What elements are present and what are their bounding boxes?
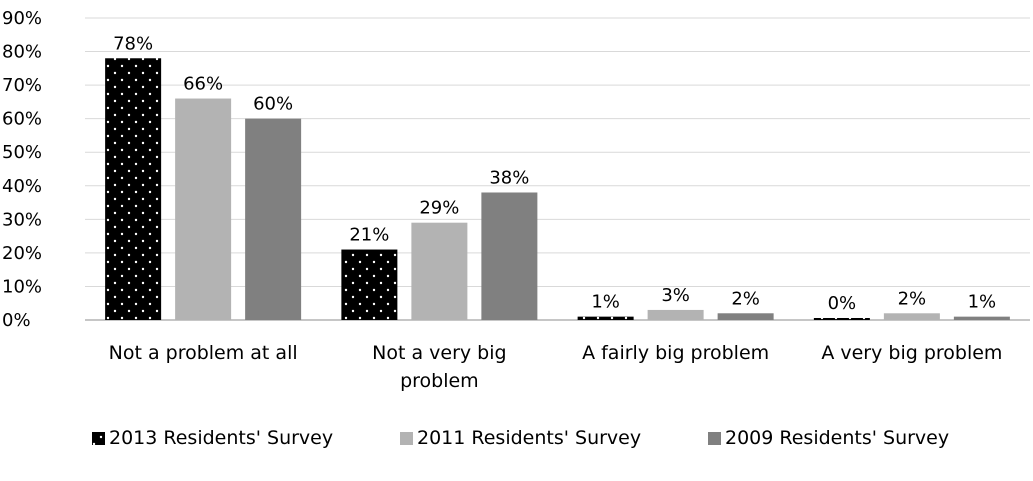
y-tick-label: 70% bbox=[2, 75, 42, 96]
data-labels: 78% 66% 60% 21% 29% 38% 1% 3% 2% 0% 2% 1% bbox=[113, 33, 996, 314]
data-label: 38% bbox=[489, 167, 529, 188]
bar bbox=[717, 313, 774, 320]
bar bbox=[341, 249, 398, 320]
legend-label: 2009 Residents' Survey bbox=[725, 427, 949, 449]
data-label: 2% bbox=[731, 288, 760, 309]
category-label-line: A very big problem bbox=[821, 342, 1002, 364]
y-axis-ticks: 0% 10% 20% 30% 40% 50% 60% 70% 80% 90% bbox=[2, 8, 42, 331]
category-label: Not a very big problem bbox=[372, 342, 506, 392]
x-axis-categories: Not a problem at all Not a very big proble… bbox=[109, 342, 1003, 392]
data-label: 0% bbox=[828, 293, 857, 314]
y-tick-label: 60% bbox=[2, 109, 42, 130]
y-tick-label: 80% bbox=[2, 42, 42, 63]
y-tick-label: 20% bbox=[2, 243, 42, 264]
category-label-line: A fairly big problem bbox=[582, 342, 769, 364]
bars bbox=[105, 58, 1010, 321]
data-label: 21% bbox=[349, 225, 389, 246]
bar bbox=[577, 316, 634, 320]
legend-swatch bbox=[400, 432, 413, 445]
category-label-line: Not a very big bbox=[372, 342, 506, 364]
y-tick-label: 90% bbox=[2, 8, 42, 29]
bar bbox=[105, 58, 162, 321]
category-label: A fairly big problem bbox=[582, 342, 769, 364]
bar bbox=[411, 222, 468, 320]
data-label: 2% bbox=[898, 288, 927, 309]
category-label: A very big problem bbox=[821, 342, 1002, 364]
category-label: Not a problem at all bbox=[109, 342, 298, 364]
data-label: 1% bbox=[968, 292, 997, 313]
bar bbox=[481, 192, 538, 320]
legend-swatch bbox=[708, 432, 721, 445]
bar bbox=[883, 313, 940, 320]
bar bbox=[953, 316, 1010, 320]
category-label-line: Not a problem at all bbox=[109, 342, 298, 364]
data-label: 78% bbox=[113, 33, 153, 54]
data-label: 3% bbox=[661, 285, 690, 306]
data-label: 66% bbox=[183, 74, 223, 95]
category-label-line: problem bbox=[400, 370, 479, 392]
legend-label: 2013 Residents' Survey bbox=[109, 427, 333, 449]
y-tick-label: 10% bbox=[2, 276, 42, 297]
y-tick-label: 40% bbox=[2, 176, 42, 197]
y-tick-label: 50% bbox=[2, 142, 42, 163]
bar bbox=[245, 118, 302, 321]
y-tick-label: 30% bbox=[2, 209, 42, 230]
legend-swatch bbox=[92, 432, 105, 445]
legend-label: 2011 Residents' Survey bbox=[417, 427, 641, 449]
data-label: 1% bbox=[591, 292, 620, 313]
gridlines bbox=[85, 17, 1030, 321]
data-label: 60% bbox=[253, 94, 293, 115]
bar bbox=[813, 318, 870, 320]
bar bbox=[647, 309, 704, 320]
legend: 2013 Residents' Survey 2011 Residents' Su… bbox=[92, 427, 949, 449]
bar bbox=[175, 98, 232, 321]
data-label: 29% bbox=[419, 198, 459, 219]
y-tick-label: 0% bbox=[2, 310, 31, 331]
